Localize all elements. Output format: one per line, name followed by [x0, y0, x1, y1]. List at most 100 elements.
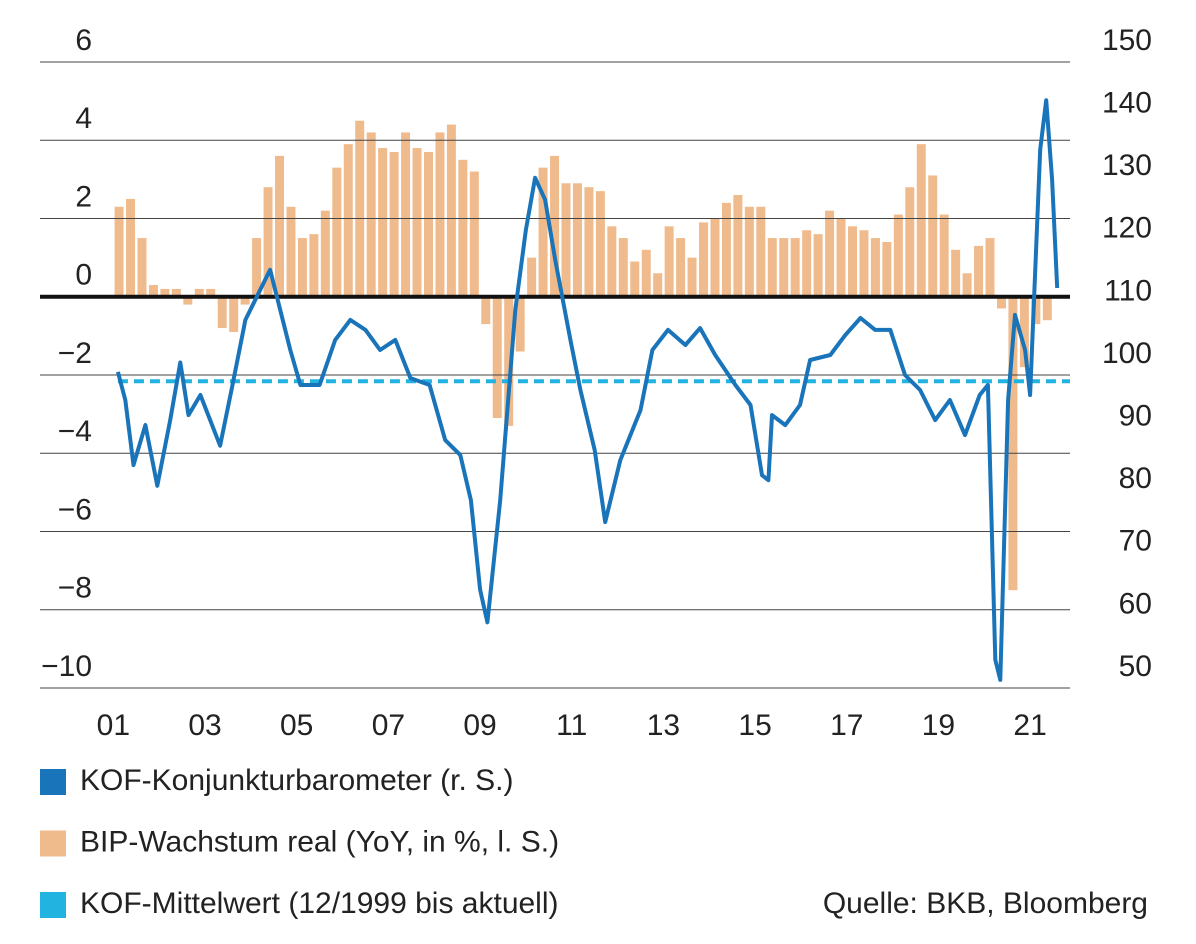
- y2-tick-label: 80: [1119, 462, 1152, 495]
- bar: [126, 198, 136, 297]
- bar: [229, 296, 239, 332]
- x-tick-label: 21: [1013, 709, 1046, 742]
- y-tick-label: 0: [75, 259, 92, 292]
- bar: [584, 187, 594, 297]
- bar: [939, 214, 949, 297]
- bar: [320, 210, 330, 297]
- bar: [893, 214, 903, 297]
- bar: [240, 296, 250, 305]
- y-tick-label: 6: [75, 24, 92, 57]
- y2-tick-label: 140: [1102, 87, 1152, 120]
- y-tick-label: −4: [58, 415, 92, 448]
- y-tick-label: 4: [75, 102, 92, 135]
- bar: [928, 175, 938, 297]
- y2-tick-label: 150: [1102, 24, 1152, 57]
- bar: [882, 241, 892, 297]
- bar: [378, 148, 388, 297]
- y2-tick-label: 90: [1119, 400, 1152, 433]
- bar: [538, 167, 548, 297]
- x-tick-label: 15: [738, 709, 771, 742]
- bar: [160, 288, 170, 297]
- bar: [721, 202, 731, 297]
- bar: [836, 218, 846, 297]
- x-tick-label: 17: [830, 709, 863, 742]
- y2-tick-label: 60: [1119, 587, 1152, 620]
- y2-tick-label: 100: [1102, 337, 1152, 370]
- bar: [699, 222, 709, 297]
- bar: [114, 206, 124, 297]
- bar: [401, 132, 411, 297]
- x-tick-label: 13: [647, 709, 680, 742]
- bar: [275, 155, 285, 297]
- bar: [412, 148, 422, 297]
- bar: [504, 296, 514, 426]
- bar: [217, 296, 227, 329]
- y2-tick-label: 130: [1102, 149, 1152, 182]
- bar: [767, 238, 777, 297]
- bar: [664, 226, 674, 297]
- bar: [779, 238, 789, 297]
- bar: [206, 288, 216, 297]
- y2-tick-label: 50: [1119, 650, 1152, 683]
- kof-line: [115, 98, 1060, 682]
- bar: [813, 234, 823, 297]
- bar: [527, 257, 537, 297]
- bar: [676, 238, 686, 297]
- bar: [446, 124, 456, 297]
- x-tick-label: 09: [463, 709, 496, 742]
- bar: [733, 195, 743, 297]
- bar: [859, 230, 869, 297]
- bar: [343, 144, 353, 297]
- x-tick-label: 03: [188, 709, 221, 742]
- bar: [607, 226, 617, 297]
- bar: [847, 226, 857, 297]
- legend-swatch: [40, 830, 66, 857]
- bar: [630, 261, 640, 297]
- bar: [641, 249, 651, 297]
- x-tick-label: 19: [922, 709, 955, 742]
- bar: [825, 210, 835, 297]
- legend-swatch: [40, 892, 66, 918]
- bar: [332, 167, 342, 297]
- y-tick-label: −2: [58, 337, 92, 370]
- bar: [297, 238, 307, 297]
- bar: [618, 238, 628, 297]
- x-tick-label: 05: [280, 709, 313, 742]
- bar: [756, 206, 766, 297]
- x-tick-label: 07: [372, 709, 405, 742]
- bar: [561, 183, 571, 297]
- bar: [183, 296, 193, 305]
- bar: [148, 285, 158, 297]
- bar: [985, 238, 995, 297]
- bar: [458, 159, 468, 297]
- y2-tick-label: 70: [1119, 525, 1152, 558]
- bar: [905, 187, 915, 297]
- bar: [996, 296, 1006, 309]
- bar: [1031, 296, 1041, 325]
- bar: [423, 151, 433, 297]
- y-tick-label: −6: [58, 493, 92, 526]
- bar: [595, 191, 605, 297]
- x-tick-label: 11: [556, 709, 587, 742]
- bar: [951, 249, 961, 297]
- bar: [481, 296, 491, 325]
- legend-label: KOF-Konjunkturbarometer (r. S.): [80, 764, 513, 797]
- bar: [515, 296, 525, 352]
- bar: [309, 234, 319, 297]
- bar: [1042, 296, 1052, 321]
- legend-swatch: [40, 769, 66, 795]
- bar: [916, 144, 926, 297]
- y-tick-label: 2: [75, 180, 92, 213]
- bar: [870, 238, 880, 297]
- y-tick-label: −8: [58, 572, 92, 605]
- bar: [286, 206, 296, 297]
- bar: [710, 218, 720, 297]
- source: Quelle: BKB, Bloomberg: [823, 887, 1148, 920]
- bar: [435, 132, 445, 297]
- bar: [974, 245, 984, 297]
- bar: [366, 132, 376, 297]
- bar: [469, 171, 479, 297]
- y-tick-label: −10: [41, 650, 92, 683]
- bar: [962, 273, 972, 297]
